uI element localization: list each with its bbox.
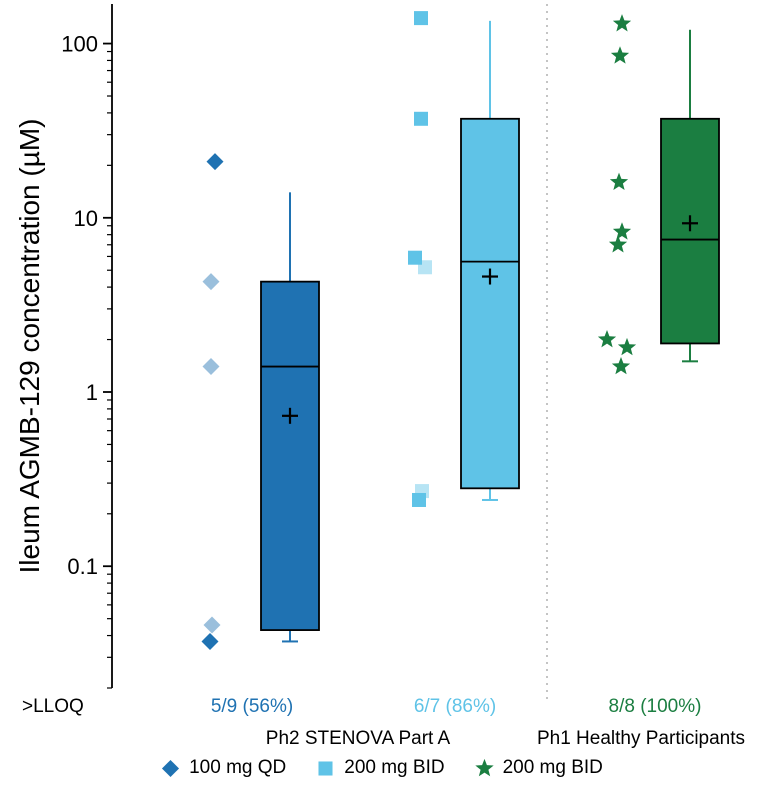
boxplot-group-1 [260,192,320,643]
legend-label: 200 mg BID [344,757,445,778]
legend-label: 200 mg BID [502,757,603,778]
boxplot-group-2 [460,20,520,501]
y-tick-label: 0.1 [67,554,98,579]
lloq-percent-group1: 5/9 (56%) [210,696,294,717]
lloq-percent-group3: 8/8 (100%) [608,696,702,717]
y-axis-title: Ileum AGMB-129 concentration (µM) [14,118,45,574]
legend-item-200mg-bid-ph2: 200 mg BID [316,757,445,779]
legend: 100 mg QD 200 mg BID 200 mg BID [0,757,764,779]
cohort-label-ph2: Ph2 STENOVA Part A [265,728,451,749]
legend-label: 100 mg QD [189,757,287,778]
legend-item-200mg-bid-ph1: 200 mg BID [474,757,603,779]
y-tick-label: 100 [61,32,98,57]
scatter-points-group-3 [597,14,637,375]
star-icon [474,758,494,776]
lloq-percent-group2: 6/7 (86%) [413,696,497,717]
legend-item-100mg-qd: 100 mg QD [161,757,286,779]
cohort-label-ph1: Ph1 Healthy Participants [536,728,746,749]
lloq-row-label: >LLOQ [22,696,84,717]
y-tick-label: 10 [74,206,98,231]
boxplot-group-3 [660,29,720,363]
scatter-points-group-2 [408,11,432,507]
y-tick-label: 1 [86,380,98,405]
diamond-icon [162,759,180,777]
y-axis: 100 10 1 0.1 [61,4,113,689]
scatter-points-group-1 [201,153,224,650]
square-icon [318,760,333,776]
